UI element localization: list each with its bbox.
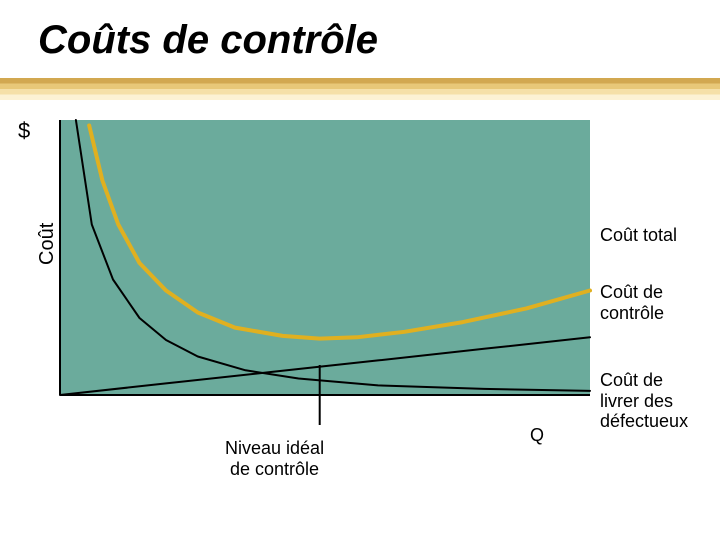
- xaxis-caption: Niveau idéal de contrôle: [225, 438, 324, 480]
- dollar-sign-label: $: [18, 118, 30, 144]
- legend-control: Coût de contrôle: [600, 282, 664, 323]
- xaxis-caption-line1: Niveau idéal: [225, 438, 324, 459]
- legend-total: Coût total: [600, 225, 677, 246]
- legend-defect: Coût de livrer des défectueux: [600, 370, 688, 432]
- y-axis-label: Coût: [36, 223, 59, 265]
- xaxis-caption-line2: de contrôle: [225, 459, 324, 480]
- slide-root: Coûts de contrôle $ Coût Niveau idéal de…: [0, 0, 720, 540]
- q-label: Q: [530, 425, 544, 446]
- chart-svg: [0, 0, 720, 540]
